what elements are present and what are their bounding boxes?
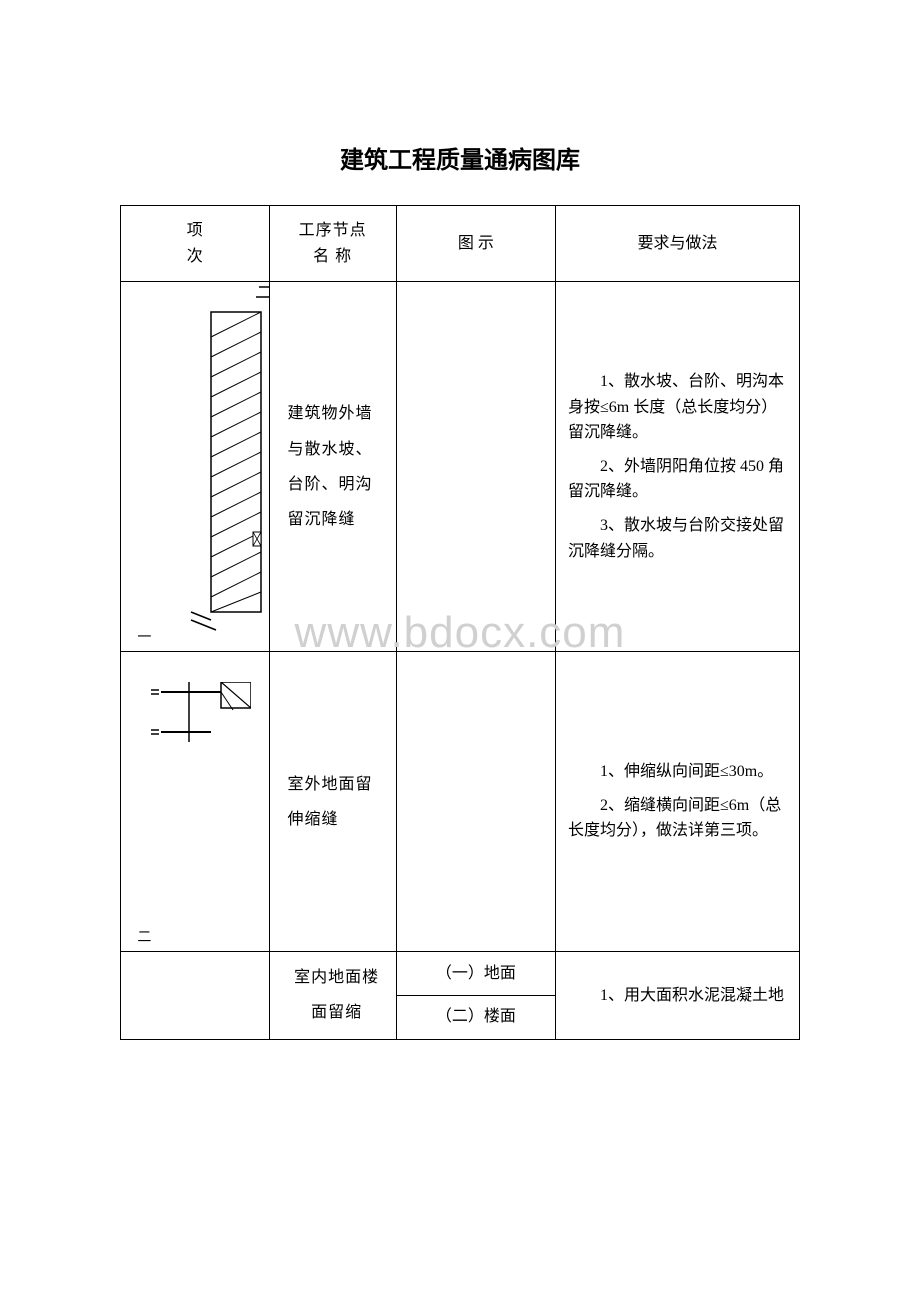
table-row: 一 建筑物外墙与散水坡、台阶、明沟留沉降缝 1、散水坡、台阶、明沟本身按≤6m … xyxy=(121,282,800,652)
header-index-text: 项 次 xyxy=(187,222,203,265)
req-2-p2: 2、缩缝横向间距≤6m（总长度均分），做法详第三项。 xyxy=(568,793,789,844)
table-header-row: 项 次 工序节点 名 称 图 示 要求与做法 xyxy=(121,206,800,282)
table-row: 室内地面楼面留缩 （一）地面 1、用大面积水泥混凝土地 xyxy=(121,952,800,996)
req-3-p1: 1、用大面积水泥混凝土地 xyxy=(568,983,789,1009)
cell-illus-3a: （一）地面 xyxy=(396,952,555,996)
row-number-1: 一 xyxy=(131,629,153,643)
req-2-p1: 1、伸缩纵向间距≤30m。 xyxy=(568,759,789,785)
node-text-1: 建筑物外墙与散水坡、台阶、明沟留沉降缝 xyxy=(288,396,386,537)
cell-req-3: 1、用大面积水泥混凝土地 xyxy=(555,952,799,1039)
header-req: 要求与做法 xyxy=(555,206,799,282)
header-index: 项 次 xyxy=(121,206,270,282)
node-text-3: 室内地面楼面留缩 xyxy=(288,960,386,1030)
defects-table: 项 次 工序节点 名 称 图 示 要求与做法 xyxy=(120,205,800,1040)
cell-illus-1 xyxy=(396,282,555,652)
req-1-p1: 1、散水坡、台阶、明沟本身按≤6m 长度（总长度均分）留沉降缝。 xyxy=(568,369,789,446)
header-node-text: 工序节点 名 称 xyxy=(299,222,367,265)
cell-index-3 xyxy=(121,952,270,1039)
req-1-p3: 3、散水坡与台阶交接处留沉降缝分隔。 xyxy=(568,513,789,564)
cell-node-1: 建筑物外墙与散水坡、台阶、明沟留沉降缝 xyxy=(269,282,396,652)
joint-diagram-icon xyxy=(151,682,251,762)
header-node: 工序节点 名 称 xyxy=(269,206,396,282)
cell-node-3: 室内地面楼面留缩 xyxy=(269,952,396,1039)
header-illus-text: 图 示 xyxy=(458,235,494,252)
cell-node-2: 室外地面留伸缩缝 xyxy=(269,652,396,952)
cell-illus-3b: （二）楼面 xyxy=(396,995,555,1039)
header-illus: 图 示 xyxy=(396,206,555,282)
cell-req-1: 1、散水坡、台阶、明沟本身按≤6m 长度（总长度均分）留沉降缝。 2、外墙阴阳角… xyxy=(555,282,799,652)
cell-index-1: 一 xyxy=(121,282,270,652)
hatch-diagram-icon xyxy=(161,282,269,652)
cell-illus-2 xyxy=(396,652,555,952)
illus-text-3a: （一）地面 xyxy=(436,965,516,982)
cell-req-2: 1、伸缩纵向间距≤30m。 2、缩缝横向间距≤6m（总长度均分），做法详第三项。 xyxy=(555,652,799,952)
row-number-2: 二 xyxy=(131,929,153,943)
illus-text-3b: （二）楼面 xyxy=(436,1008,516,1025)
header-req-text: 要求与做法 xyxy=(637,235,717,252)
page-title: 建筑工程质量通病图库 xyxy=(0,0,920,205)
cell-index-2: 二 xyxy=(121,652,270,952)
req-1-p2: 2、外墙阴阳角位按 450 角留沉降缝。 xyxy=(568,454,789,505)
table-row: 二 室外地面留伸缩缝 1、伸缩纵向间距≤30m。 2、缩缝横向间距≤6m（总长度… xyxy=(121,652,800,952)
node-text-2: 室外地面留伸缩缝 xyxy=(288,767,386,837)
